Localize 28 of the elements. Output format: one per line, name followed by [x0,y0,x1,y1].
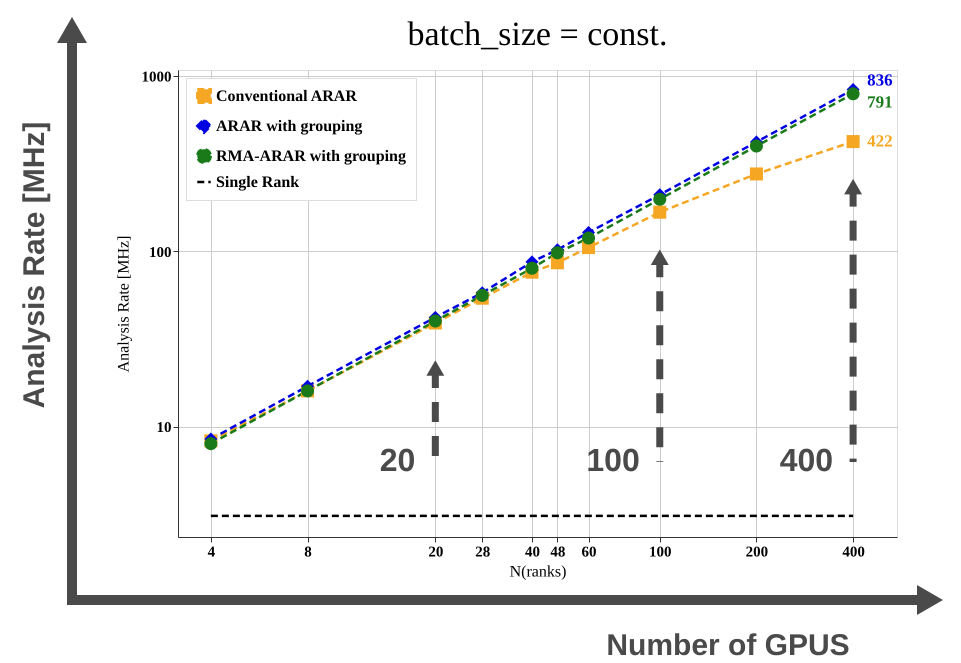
x-tick-label: 8 [304,544,312,560]
x-tick-label: 60 [582,544,597,560]
legend-label: Conventional ARAR [216,88,358,105]
chart-title: batch_size = const. [408,16,668,54]
x-axis-title: N(ranks) [510,564,566,580]
legend-label: ARAR with grouping [216,118,362,135]
text: Analysis Rate [MHz] [18,122,51,408]
y-tick-label: 100 [149,244,172,261]
data-label: 836 [867,70,893,90]
y-tick-label: 1000 [142,69,172,86]
x-tick-label: 48 [550,544,566,560]
x-tick-label: 20 [428,544,444,560]
data-label: 791 [867,92,893,112]
legend-label: RMA-ARAR with grouping [216,148,406,165]
ref-line-label: 400 [780,442,834,478]
text: Number of GPUS [606,629,850,662]
x-tick-label: 40 [524,544,540,560]
x-tick-label: 100 [649,544,672,560]
x-tick-label: 4 [208,544,216,560]
legend-label: Single Rank [216,174,300,191]
x-tick-label: 200 [746,544,768,560]
x-tick-label: 400 [842,544,865,560]
data-label: 422 [867,132,893,151]
x-tick-label: 28 [475,544,490,560]
y-tick-label: 10 [156,420,172,436]
ref-line-label: 100 [586,442,640,478]
ref-line-label: 20 [380,442,416,478]
y-axis-title: Analysis Rate [MHz] [116,236,132,372]
